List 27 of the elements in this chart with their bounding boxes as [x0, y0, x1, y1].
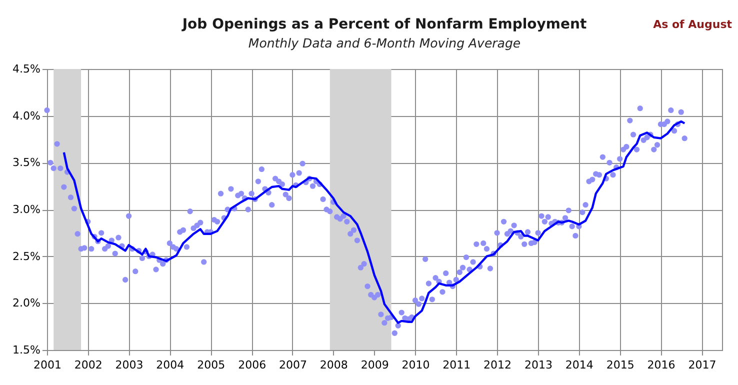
x-tick-label: 2016: [647, 358, 676, 372]
x-tick-label: 2017: [688, 358, 716, 372]
x-tick-label: 2002: [74, 358, 102, 372]
x-tick-label: 2014: [565, 358, 594, 372]
y-tick-label: 2.0%: [12, 296, 40, 310]
chart-title: Job Openings as a Percent of Nonfarm Employment: [181, 16, 587, 32]
x-tick-label: 2006: [238, 358, 266, 372]
x-tick-label: 2009: [360, 358, 389, 372]
x-tick-label: 2011: [442, 358, 471, 372]
text: As of August: [653, 18, 732, 31]
x-tick-label: 2013: [524, 358, 553, 372]
x-tick-label: 2001: [34, 358, 62, 372]
x-tick-label: 2015: [606, 358, 634, 372]
y-tick-label: 2.5%: [12, 250, 40, 263]
y-tick-label: 4.0%: [12, 109, 40, 122]
x-tick-label: 2005: [197, 358, 226, 372]
chart-subtitle: Monthly Data and 6-Month Moving Average: [248, 36, 521, 50]
y-tick-label: 3.0%: [12, 203, 40, 216]
y-tick-label: 4.5%: [12, 62, 40, 76]
x-tick-label: 2010: [402, 358, 430, 372]
x-tick-label: 2008: [320, 358, 348, 372]
y-tick-label: 3.5%: [12, 156, 40, 170]
x-tick-label: 2012: [484, 358, 512, 372]
x-tick-label: 2003: [115, 358, 144, 372]
y-tick-label: 1.5%: [12, 344, 40, 356]
x-tick-label: 2007: [278, 358, 307, 372]
x-tick-label: 2004: [156, 358, 184, 372]
